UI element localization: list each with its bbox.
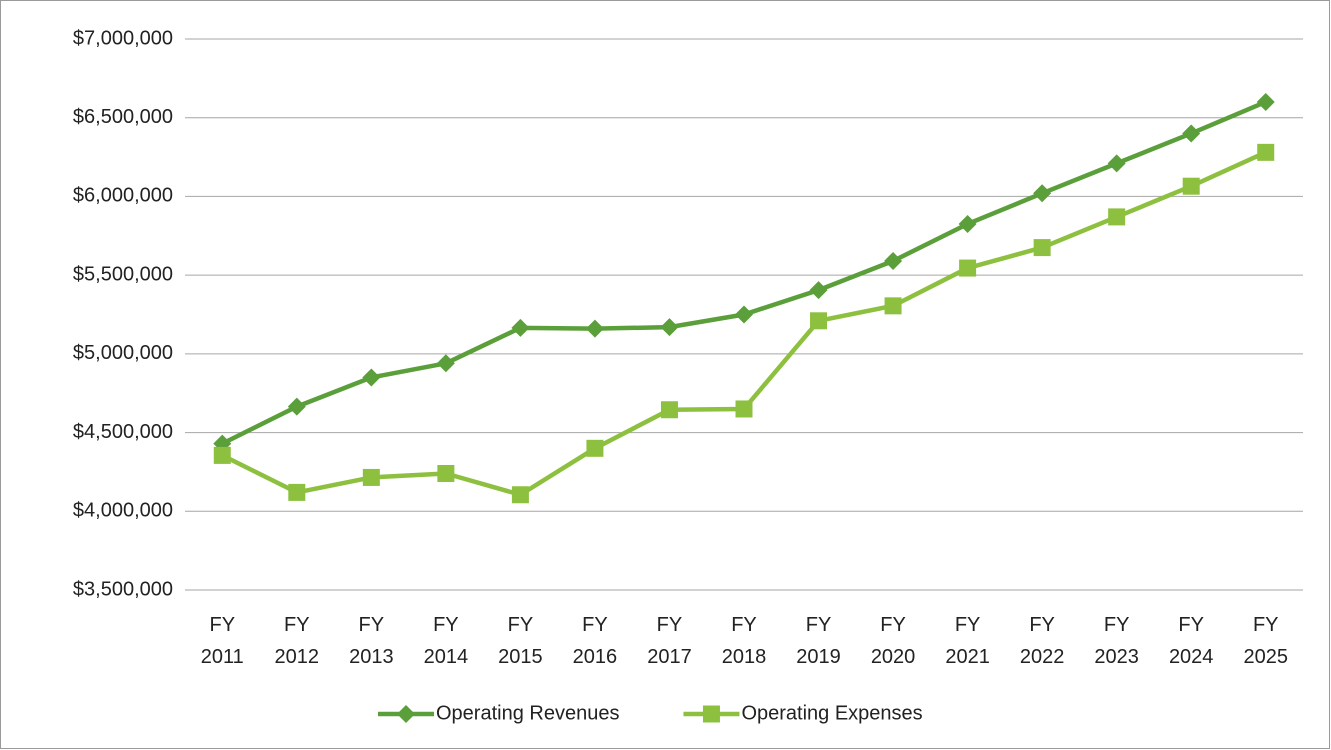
x-tick-label: FY 2021 bbox=[945, 614, 990, 668]
y-tick-label: $7,000,000 bbox=[73, 27, 173, 49]
y-tick-label: $6,000,000 bbox=[73, 185, 173, 207]
data-point bbox=[660, 318, 679, 337]
x-tick-label: FY 2025 bbox=[1243, 614, 1288, 668]
data-point bbox=[1182, 124, 1201, 143]
data-point bbox=[959, 259, 977, 277]
data-point bbox=[511, 318, 530, 337]
data-point bbox=[288, 483, 306, 501]
y-tick-label: $6,500,000 bbox=[73, 106, 173, 128]
x-tick-label: FY 2017 bbox=[647, 614, 692, 668]
y-tick-label: $5,500,000 bbox=[73, 263, 173, 285]
x-tick-label: FY 2023 bbox=[1094, 614, 1139, 668]
y-tick-label: $3,500,000 bbox=[73, 578, 173, 600]
data-point bbox=[287, 397, 306, 416]
data-point bbox=[809, 281, 828, 300]
data-point bbox=[437, 465, 455, 483]
data-point bbox=[958, 214, 977, 233]
data-point bbox=[436, 354, 455, 373]
legend-label: Operating Revenues bbox=[436, 702, 619, 724]
data-point bbox=[1108, 208, 1126, 226]
data-point bbox=[1033, 239, 1051, 257]
data-point bbox=[585, 319, 604, 338]
x-tick-label: FY 2013 bbox=[349, 614, 394, 668]
x-tick-label: FY 2019 bbox=[796, 614, 841, 668]
data-point bbox=[213, 446, 231, 464]
data-point bbox=[884, 297, 902, 315]
data-point bbox=[586, 439, 604, 457]
data-point bbox=[1033, 184, 1052, 203]
y-tick-label: $5,000,000 bbox=[73, 342, 173, 364]
data-point bbox=[511, 486, 529, 504]
data-point bbox=[735, 305, 753, 324]
data-point bbox=[884, 251, 903, 270]
data-point bbox=[660, 401, 678, 419]
x-tick-label: FY 2012 bbox=[275, 614, 320, 668]
data-point bbox=[810, 312, 828, 330]
data-point bbox=[1107, 154, 1126, 173]
x-tick-label: FY 2020 bbox=[871, 614, 916, 668]
x-tick-label: FY 2024 bbox=[1169, 614, 1214, 668]
data-point bbox=[362, 368, 381, 387]
data-point bbox=[1257, 143, 1275, 161]
legend-label: Operating Expenses bbox=[741, 702, 922, 724]
y-tick-label: $4,500,000 bbox=[73, 421, 173, 443]
x-tick-label: FY 2015 bbox=[498, 614, 543, 668]
y-tick-label: $4,000,000 bbox=[73, 500, 173, 522]
x-tick-label: FY 2011 bbox=[201, 614, 244, 668]
data-point bbox=[1256, 92, 1275, 111]
legend-marker bbox=[702, 705, 720, 723]
data-point bbox=[362, 468, 380, 486]
legend-marker bbox=[397, 705, 415, 723]
x-tick-label: FY 2016 bbox=[573, 614, 618, 668]
x-tick-label: FY 2018 bbox=[722, 614, 767, 668]
x-tick-label: FY 2014 bbox=[424, 614, 469, 668]
data-point bbox=[735, 400, 753, 418]
data-point bbox=[1182, 177, 1200, 195]
x-tick-label: FY 2022 bbox=[1020, 614, 1065, 668]
